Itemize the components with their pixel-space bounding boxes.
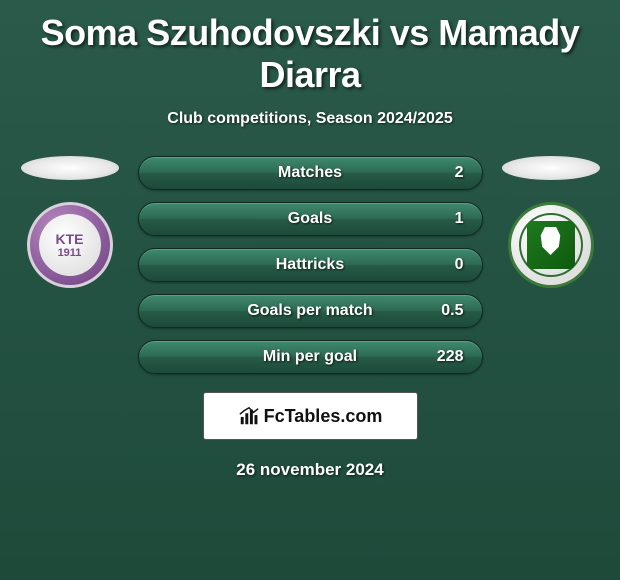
- club-year-left: 1911: [58, 247, 82, 259]
- stat-label: Goals per match: [247, 302, 372, 320]
- right-column: [501, 156, 601, 288]
- stat-label: Goals: [288, 210, 332, 228]
- stat-value-right: 0.5: [441, 302, 463, 320]
- stat-bar-goals: Goals 1: [138, 202, 483, 236]
- subtitle: Club competitions, Season 2024/2025: [0, 110, 620, 128]
- brand-text: FcTables.com: [264, 406, 383, 427]
- stat-bar-goals-per-match: Goals per match 0.5: [138, 294, 483, 328]
- date-line: 26 november 2024: [0, 460, 620, 480]
- club-logo-right-inner: [527, 221, 575, 269]
- stat-value-right: 2: [455, 164, 464, 182]
- stat-value-right: 1: [455, 210, 464, 228]
- bar-chart-icon: [238, 405, 260, 427]
- stat-bar-matches: Matches 2: [138, 156, 483, 190]
- stat-label: Min per goal: [263, 348, 357, 366]
- player-oval-right: [502, 156, 600, 180]
- stats-column: Matches 2 Goals 1 Hattricks 0 Goals per …: [138, 156, 483, 374]
- content-row: KTE 1911 Matches 2 Goals 1 Hattricks 0 G…: [0, 156, 620, 374]
- club-logo-right: [508, 202, 594, 288]
- stat-label: Hattricks: [276, 256, 344, 274]
- stat-label: Matches: [278, 164, 342, 182]
- club-logo-left-inner: KTE 1911: [39, 214, 101, 276]
- stat-bar-min-per-goal: Min per goal 228: [138, 340, 483, 374]
- brand-card[interactable]: FcTables.com: [203, 392, 418, 440]
- page-title: Soma Szuhodovszki vs Mamady Diarra: [0, 0, 620, 102]
- stat-bar-hattricks: Hattricks 0: [138, 248, 483, 282]
- player-oval-left: [21, 156, 119, 180]
- stat-value-right: 228: [437, 348, 464, 366]
- club-logo-left: KTE 1911: [27, 202, 113, 288]
- stat-value-right: 0: [455, 256, 464, 274]
- club-short-left: KTE: [56, 231, 84, 247]
- left-column: KTE 1911: [20, 156, 120, 288]
